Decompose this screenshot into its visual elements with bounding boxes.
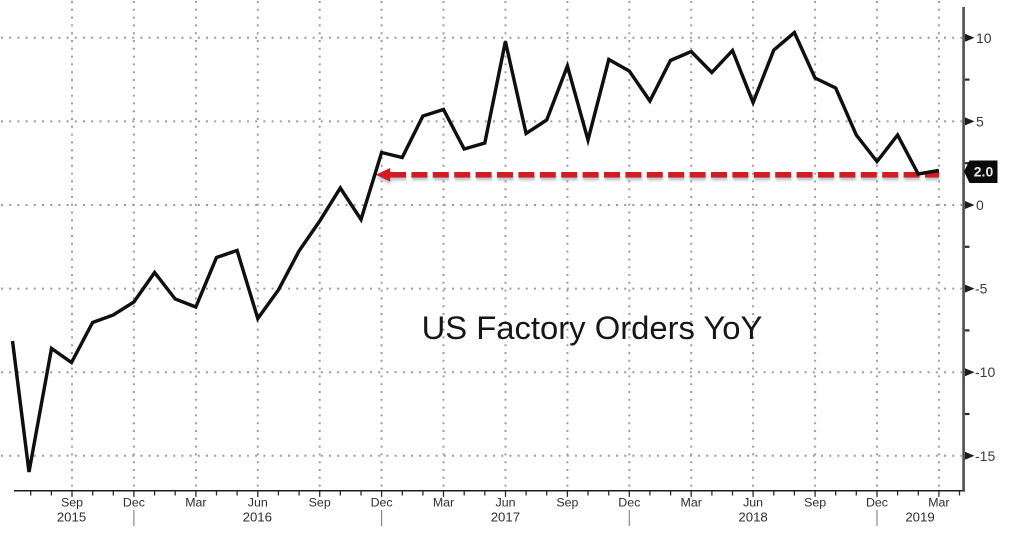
svg-text:Sep: Sep xyxy=(309,496,331,510)
svg-text:0: 0 xyxy=(976,197,984,213)
svg-text:-10: -10 xyxy=(975,364,995,380)
svg-text:2015: 2015 xyxy=(57,510,86,525)
svg-text:Jun: Jun xyxy=(248,496,268,510)
svg-text:2017: 2017 xyxy=(491,510,520,525)
svg-text:Dec: Dec xyxy=(123,496,145,510)
svg-text:Mar: Mar xyxy=(681,496,702,510)
svg-text:Dec: Dec xyxy=(618,496,640,510)
svg-text:Dec: Dec xyxy=(866,496,888,510)
svg-text:2.0: 2.0 xyxy=(974,164,994,180)
svg-text:Dec: Dec xyxy=(371,496,393,510)
svg-text:10: 10 xyxy=(976,30,992,46)
svg-text:Sep: Sep xyxy=(61,496,83,510)
svg-text:US Factory Orders YoY: US Factory Orders YoY xyxy=(422,309,763,346)
svg-text:-15: -15 xyxy=(975,448,995,464)
svg-text:-5: -5 xyxy=(975,281,988,297)
svg-text:5: 5 xyxy=(976,113,984,129)
svg-text:2016: 2016 xyxy=(243,510,272,525)
svg-text:2018: 2018 xyxy=(738,510,767,525)
svg-text:Jun: Jun xyxy=(496,496,516,510)
svg-text:Mar: Mar xyxy=(185,496,206,510)
svg-text:2019: 2019 xyxy=(905,510,934,525)
svg-text:Jun: Jun xyxy=(743,496,763,510)
svg-text:Mar: Mar xyxy=(928,496,949,510)
svg-text:Sep: Sep xyxy=(804,496,826,510)
svg-text:Sep: Sep xyxy=(556,496,578,510)
svg-text:Mar: Mar xyxy=(433,496,454,510)
